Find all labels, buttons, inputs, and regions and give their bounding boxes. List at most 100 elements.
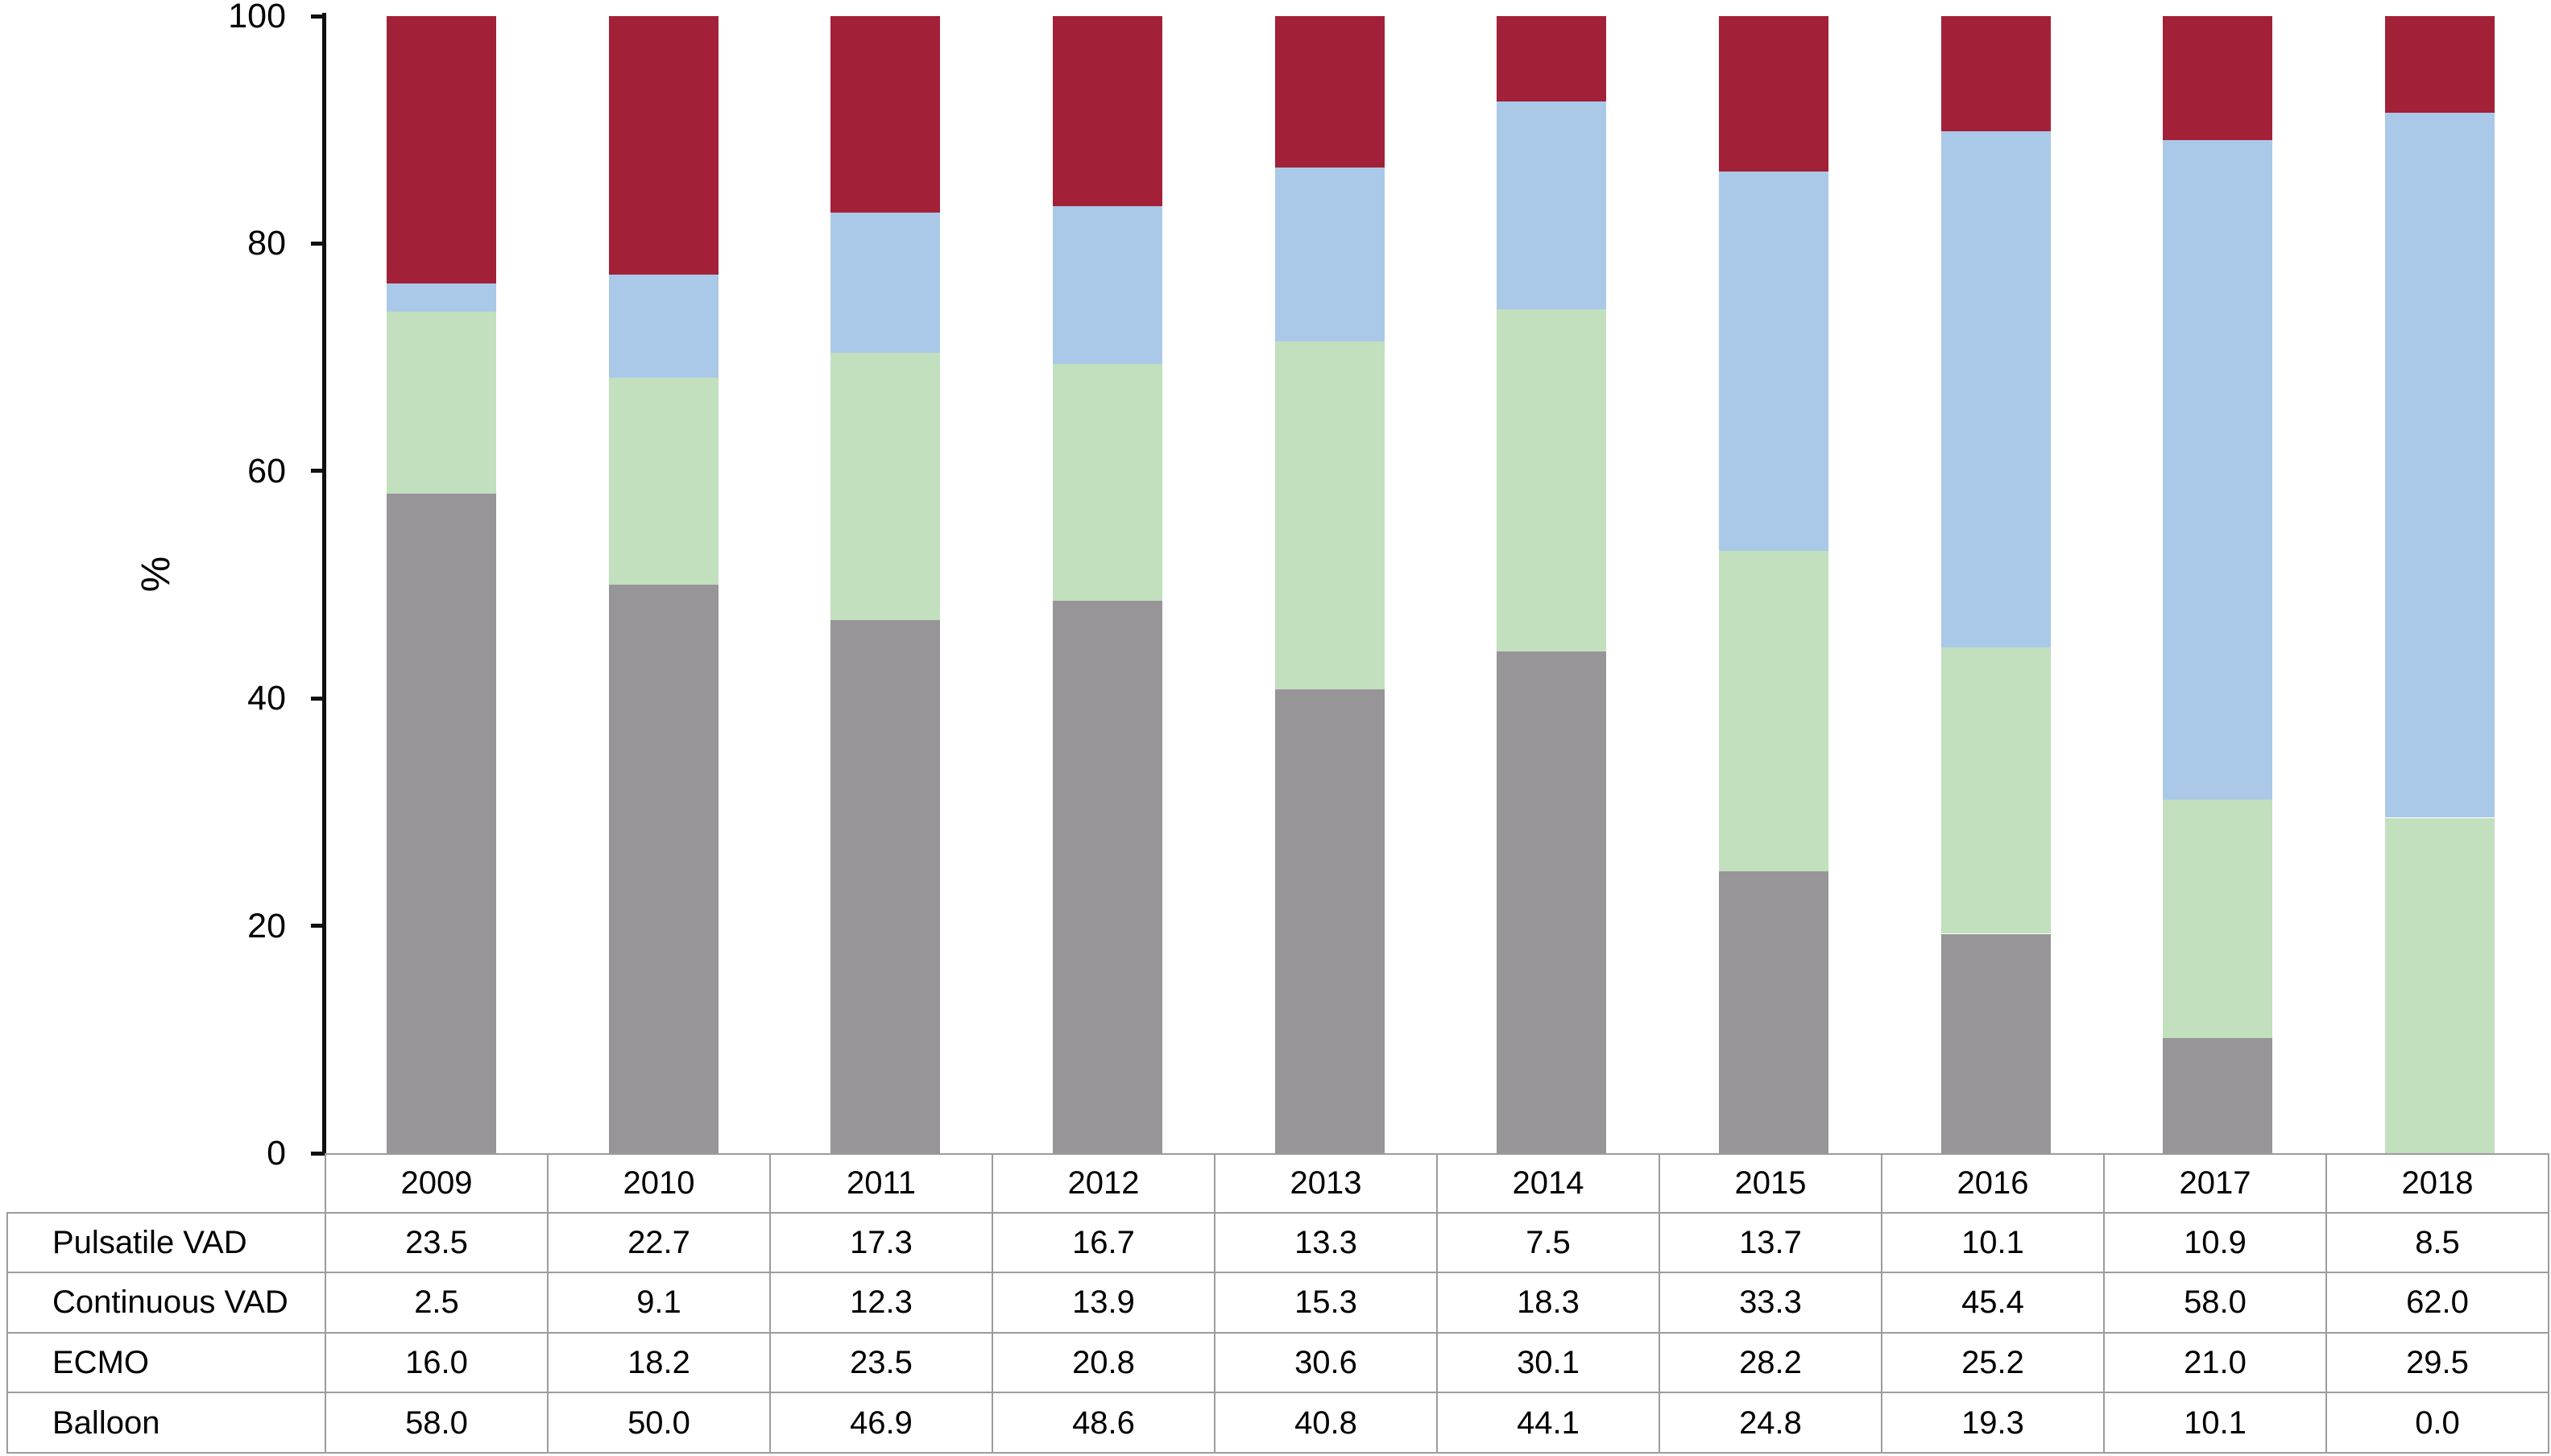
value-cell-continuous-vad-2013: 15.3 bbox=[1215, 1273, 1438, 1334]
y-tick-label-100: 100 bbox=[228, 0, 286, 35]
bar-segment-2009-pulsatile-vad bbox=[386, 16, 496, 283]
bar-segment-2015-continuous-vad bbox=[1719, 172, 1828, 551]
bar-segment-2010-balloon bbox=[608, 585, 719, 1153]
bar-segment-2018-pulsatile-vad bbox=[2385, 16, 2495, 113]
bar-segment-2013-pulsatile-vad bbox=[1274, 16, 1385, 168]
value-cell-ecmo-2014: 30.1 bbox=[1438, 1333, 1660, 1394]
value-cell-pulsatile-vad-2015: 13.7 bbox=[1660, 1213, 1882, 1274]
value-cell-balloon-2013: 40.8 bbox=[1215, 1393, 1438, 1454]
bar-segment-2011-ecmo bbox=[830, 353, 941, 620]
bar-segment-2012-pulsatile-vad bbox=[1052, 16, 1162, 206]
value-cell-pulsatile-vad-2016: 10.1 bbox=[1882, 1213, 2105, 1274]
bar-segment-2018-continuous-vad bbox=[2385, 113, 2495, 818]
y-tick-0 bbox=[311, 1151, 326, 1156]
value-cell-balloon-2014: 44.1 bbox=[1438, 1393, 1660, 1454]
year-cell-2014: 2014 bbox=[1438, 1153, 1660, 1214]
bar-segment-2013-ecmo bbox=[1274, 341, 1385, 689]
value-cell-continuous-vad-2018: 62.0 bbox=[2327, 1273, 2549, 1334]
bar-segment-2016-balloon bbox=[1940, 933, 2051, 1153]
value-cell-continuous-vad-2012: 13.9 bbox=[993, 1273, 1215, 1334]
bar-segment-2012-continuous-vad bbox=[1052, 205, 1162, 365]
value-cell-continuous-vad-2017: 58.0 bbox=[2105, 1273, 2327, 1334]
y-tick-label-40: 40 bbox=[247, 679, 286, 718]
value-cell-pulsatile-vad-2018: 8.5 bbox=[2327, 1213, 2549, 1274]
bar-segment-2016-ecmo bbox=[1940, 647, 2051, 934]
value-cell-continuous-vad-2014: 18.3 bbox=[1438, 1273, 1660, 1334]
bar-segment-2017-continuous-vad bbox=[2163, 139, 2273, 800]
year-cell-2017: 2017 bbox=[2105, 1153, 2327, 1214]
bar-segment-2011-continuous-vad bbox=[830, 213, 941, 353]
y-axis-line bbox=[322, 13, 326, 1155]
value-cell-balloon-2012: 48.6 bbox=[993, 1393, 1215, 1454]
bar-segment-2010-pulsatile-vad bbox=[608, 16, 719, 275]
year-cell-2018: 2018 bbox=[2327, 1153, 2549, 1214]
value-cell-ecmo-2010: 18.2 bbox=[549, 1333, 771, 1394]
bar-segment-2016-pulsatile-vad bbox=[1940, 16, 2051, 131]
data-table: 2009 2010 2011 2012 2013 2014 2015 2016 2017 2018… bbox=[6, 1153, 2549, 1454]
row-label-cell-continuous-vad: Continuous VAD bbox=[6, 1273, 326, 1334]
y-tick-40 bbox=[311, 696, 326, 701]
year-cell-2016: 2016 bbox=[1882, 1153, 2105, 1214]
value-cell-continuous-vad-2009: 2.5 bbox=[326, 1273, 549, 1334]
bar-segment-2015-pulsatile-vad bbox=[1719, 16, 1828, 172]
value-cell-balloon-2017: 10.1 bbox=[2105, 1393, 2327, 1454]
value-cell-pulsatile-vad-2010: 22.7 bbox=[549, 1213, 771, 1274]
value-cell-ecmo-2018: 29.5 bbox=[2327, 1333, 2549, 1394]
value-cell-pulsatile-vad-2014: 7.5 bbox=[1438, 1213, 1660, 1274]
year-cell-2011: 2011 bbox=[771, 1153, 993, 1214]
value-cell-pulsatile-vad-2011: 17.3 bbox=[771, 1213, 993, 1274]
y-tick-label-0: 0 bbox=[267, 1134, 286, 1173]
row-label-cell-pulsatile-vad: Pulsatile VAD bbox=[6, 1213, 326, 1274]
value-cell-balloon-2018: 0.0 bbox=[2327, 1393, 2549, 1454]
y-tick-20 bbox=[311, 924, 326, 929]
year-cell-2013: 2013 bbox=[1215, 1153, 1438, 1214]
y-tick-label-80: 80 bbox=[247, 224, 286, 263]
y-tick-100 bbox=[311, 14, 326, 19]
bar-segment-2013-continuous-vad bbox=[1274, 167, 1385, 341]
bar-segment-2015-ecmo bbox=[1719, 550, 1828, 871]
value-cell-continuous-vad-2015: 33.3 bbox=[1660, 1273, 1882, 1334]
value-cell-continuous-vad-2011: 12.3 bbox=[771, 1273, 993, 1334]
bar-segment-2014-pulsatile-vad bbox=[1497, 16, 1607, 101]
bar-segment-2013-balloon bbox=[1274, 689, 1385, 1153]
value-cell-balloon-2015: 24.8 bbox=[1660, 1393, 1882, 1454]
bar-segment-2017-ecmo bbox=[2163, 799, 2273, 1039]
y-tick-label-20: 20 bbox=[247, 906, 286, 945]
bar-segment-2014-continuous-vad bbox=[1497, 101, 1607, 310]
row-label-cell-balloon: Balloon bbox=[6, 1393, 326, 1454]
bar-segment-2018-ecmo bbox=[2385, 817, 2495, 1153]
table-corner-cell bbox=[6, 1153, 326, 1214]
value-cell-pulsatile-vad-2013: 13.3 bbox=[1215, 1213, 1438, 1274]
y-axis-label: % bbox=[133, 556, 178, 593]
bar-segment-2017-pulsatile-vad bbox=[2163, 16, 2273, 140]
value-cell-balloon-2011: 46.9 bbox=[771, 1393, 993, 1454]
y-tick-60 bbox=[311, 469, 326, 474]
value-cell-ecmo-2017: 21.0 bbox=[2105, 1333, 2327, 1394]
bar-segment-2017-balloon bbox=[2163, 1038, 2273, 1153]
bar-segment-2010-ecmo bbox=[608, 378, 719, 585]
value-cell-continuous-vad-2010: 9.1 bbox=[549, 1273, 771, 1334]
bar-segment-2009-balloon bbox=[386, 494, 496, 1153]
bar-segment-2010-continuous-vad bbox=[608, 274, 719, 378]
year-cell-2015: 2015 bbox=[1660, 1153, 1882, 1214]
value-cell-ecmo-2011: 23.5 bbox=[771, 1333, 993, 1394]
bar-segment-2012-balloon bbox=[1052, 600, 1162, 1153]
bar-segment-2011-pulsatile-vad bbox=[830, 16, 941, 213]
year-cell-2010: 2010 bbox=[549, 1153, 771, 1214]
value-cell-ecmo-2015: 28.2 bbox=[1660, 1333, 1882, 1394]
value-cell-continuous-vad-2016: 45.4 bbox=[1882, 1273, 2105, 1334]
bar-segment-2016-continuous-vad bbox=[1940, 130, 2051, 647]
value-cell-pulsatile-vad-2012: 16.7 bbox=[993, 1213, 1215, 1274]
bar-segment-2011-balloon bbox=[830, 619, 941, 1153]
value-cell-pulsatile-vad-2017: 10.9 bbox=[2105, 1213, 2327, 1274]
row-label-cell-ecmo: ECMO bbox=[6, 1333, 326, 1394]
bar-segment-2012-ecmo bbox=[1052, 364, 1162, 601]
value-cell-balloon-2016: 19.3 bbox=[1882, 1393, 2105, 1454]
y-tick-80 bbox=[311, 241, 326, 246]
value-cell-ecmo-2013: 30.6 bbox=[1215, 1333, 1438, 1394]
year-cell-2009: 2009 bbox=[326, 1153, 549, 1214]
bar-segment-2009-ecmo bbox=[386, 312, 496, 494]
value-cell-ecmo-2016: 25.2 bbox=[1882, 1333, 2105, 1394]
value-cell-ecmo-2012: 20.8 bbox=[993, 1333, 1215, 1394]
